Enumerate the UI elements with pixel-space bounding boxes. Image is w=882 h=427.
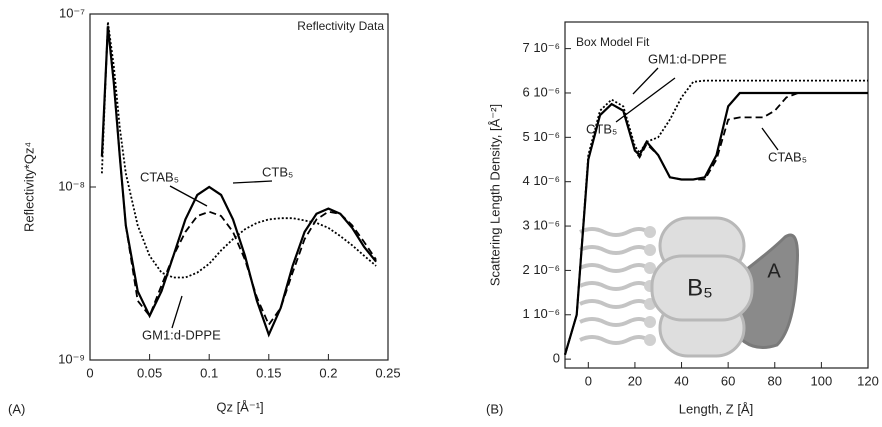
x-tick-label: 0.1: [200, 365, 218, 380]
curve-label: CTAB₅: [768, 149, 807, 164]
x-tick-label: 0.25: [375, 365, 400, 380]
y-tick-label: 5 10⁻⁶: [522, 129, 560, 144]
curve-label: CTB₅: [262, 164, 293, 179]
chart-title: Reflectivity Data: [297, 19, 384, 33]
annotation-arrow: [232, 180, 273, 184]
x-tick-label: 120: [857, 373, 879, 388]
y-tick-label: 0: [553, 351, 560, 366]
y-axis-label: Reflectivity*Qz⁴: [21, 142, 36, 232]
x-tick-label: 40: [674, 373, 688, 388]
plot-frame: [564, 21, 869, 369]
protein-cartoon: [579, 216, 799, 358]
y-tick-label: 1 10⁻⁶: [522, 306, 560, 321]
y-tick-label: 10⁻⁸: [58, 178, 85, 193]
panel-label: (A): [8, 401, 25, 416]
curve-label: GM1:d-DPPE: [142, 327, 221, 342]
x-tick-label: 60: [721, 373, 735, 388]
annotation-arrow: [171, 295, 183, 329]
x-tick-label: 0.2: [319, 365, 337, 380]
y-tick-label: 4 10⁻⁶: [522, 173, 560, 188]
panel-label: (B): [486, 401, 503, 416]
series-line: [101, 21, 377, 279]
annotation-arrow: [632, 67, 659, 95]
y-tick-label: 10⁻⁹: [58, 351, 85, 366]
annotation-arrow: [169, 185, 208, 207]
x-tick-label: 80: [768, 373, 782, 388]
y-tick-label: 7 10⁻⁶: [522, 40, 560, 55]
series-line: [101, 26, 377, 327]
diagram-label: A: [767, 260, 781, 282]
series-line: [564, 92, 868, 355]
x-tick-label: 0: [86, 365, 93, 380]
x-axis-label: Qz [Å⁻¹]: [216, 399, 263, 414]
annotation-arrow: [615, 77, 676, 123]
x-axis-label: Length, Z [Å]: [679, 401, 753, 416]
diagram-label: B₅: [687, 274, 713, 301]
curve-label: CTB₅: [586, 121, 617, 136]
y-tick-label: 3 10⁻⁶: [522, 217, 560, 232]
plot-frame: [89, 13, 389, 361]
x-tick-label: 20: [628, 373, 642, 388]
x-tick-label: 0.15: [256, 365, 281, 380]
curve-label: GM1:d-DPPE: [648, 51, 727, 66]
annotation-arrow: [761, 127, 779, 151]
y-axis-label: Scattering Length Density, [Å⁻²]: [487, 104, 502, 286]
chart-title: Box Model Fit: [576, 35, 650, 49]
y-tick-label: 10⁻⁷: [59, 5, 85, 20]
y-tick-label: 2 10⁻⁶: [522, 262, 560, 277]
x-tick-label: 0: [585, 373, 592, 388]
x-tick-label: 0.05: [137, 365, 162, 380]
x-tick-label: 100: [811, 373, 833, 388]
curve-label: CTAB₅: [140, 169, 179, 184]
y-tick-label: 6 10⁻⁶: [522, 84, 560, 99]
